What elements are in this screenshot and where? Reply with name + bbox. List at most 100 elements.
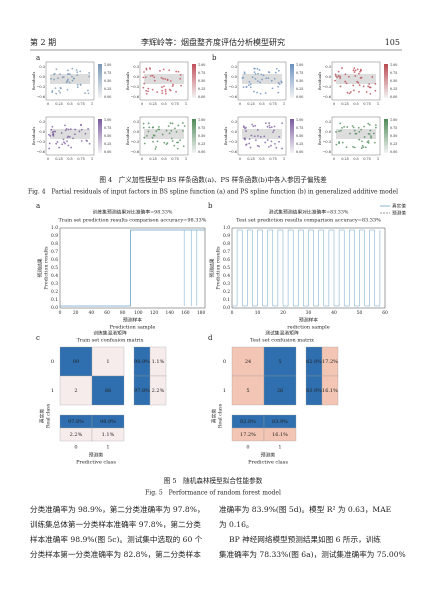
point [374,141,376,144]
point [277,81,280,84]
x-tick-label: 1 [91,157,93,161]
point [336,76,339,79]
y-tick-label: 1.0 [223,226,230,231]
point [375,126,377,129]
point [241,77,244,80]
point [264,122,267,124]
point [174,127,176,130]
x-tick-label: 0.5 [67,157,72,161]
y-tick-label: 0.3 [133,65,139,69]
y-tick-label: 0.0 [325,130,331,134]
point [353,67,356,69]
point [157,128,160,131]
point [248,80,251,83]
point [66,136,69,139]
point [251,76,254,79]
point [341,126,343,129]
point [374,82,377,85]
x-tick-label: 0.75 [363,102,370,106]
point [169,122,172,125]
point [370,135,372,138]
point [59,87,62,89]
x-tick-label: 10 [255,311,261,316]
x-tick-label: 0 [333,102,335,106]
point [271,87,274,90]
point [173,144,176,147]
row-class: 1 [223,388,226,394]
point [259,81,262,84]
ci-band [144,129,184,139]
colorbar-tick: 1.00 [198,63,205,67]
point [369,86,372,89]
point [59,91,62,94]
y-tick-label: −0.3 [131,85,140,89]
colorbar-tick: 0.75 [296,71,303,75]
body-line: 集准确率为 78.33%(图 6a)，测试集准确率为 75.00% [219,549,406,559]
matrix-cell [91,346,125,377]
x-tick-label: 0 [239,102,241,106]
point [256,67,259,70]
point [54,130,57,133]
y-tick-label: −0.6 [323,150,332,154]
y-tick-label: 0.3 [325,120,331,124]
point [270,144,272,147]
point [88,142,91,145]
point [362,85,365,88]
panel-letter: b [212,54,217,62]
x-tick-label: 0.75 [171,157,178,161]
colorbar-tick: 0.00 [198,95,205,99]
point [143,82,146,85]
point [337,75,340,77]
x-tick-label: 180 [197,311,206,316]
point [58,146,61,149]
row-rate-cell-label: 1.1% [152,359,165,365]
point [359,68,362,71]
colorbar-tick: 0.25 [390,142,397,146]
point [179,139,181,142]
x-label: rediction sample [287,325,329,331]
point [339,85,342,88]
y-tick-label: −0.3 [323,140,332,144]
colorbar-tick: 0.25 [296,87,303,91]
point [63,141,65,144]
ci-band [50,129,90,139]
point [171,140,174,142]
point [142,86,145,89]
point [257,135,259,137]
point [365,91,368,93]
point [273,129,275,132]
point [145,92,148,95]
y-tick-label: −0.3 [37,140,46,144]
point [354,75,357,77]
y-label: Residuals [223,127,228,146]
point [348,75,350,78]
point [352,126,355,129]
point [152,140,154,143]
point [53,78,55,81]
x-tick-label: 50 [357,311,363,316]
matrix-cell [91,375,125,406]
point [346,91,349,94]
colorbar [384,119,388,153]
point [274,71,277,74]
point [334,75,337,77]
matrix-cell-label: 2 [74,388,77,394]
point [367,85,370,88]
y-tick-label: 0.0 [231,75,237,79]
x-tick-label: 30 [306,311,312,316]
x-tick-label: 1 [377,157,379,161]
point [273,77,276,80]
point [344,73,347,76]
y-tick-label: 0.0 [51,306,58,311]
colorbar-tick: 0.00 [104,95,111,99]
x-tick-label: 20 [280,311,286,316]
row-rate-cell-label: 83.9% [306,388,322,394]
point [339,122,342,125]
point [180,84,182,87]
point [334,73,337,76]
point [61,143,64,146]
ci-band [242,129,282,139]
y-tick-label: 0.4 [51,274,58,279]
y-tick-label: 0.0 [39,130,45,134]
row-rate-cell-label: 97.8% [134,388,150,394]
